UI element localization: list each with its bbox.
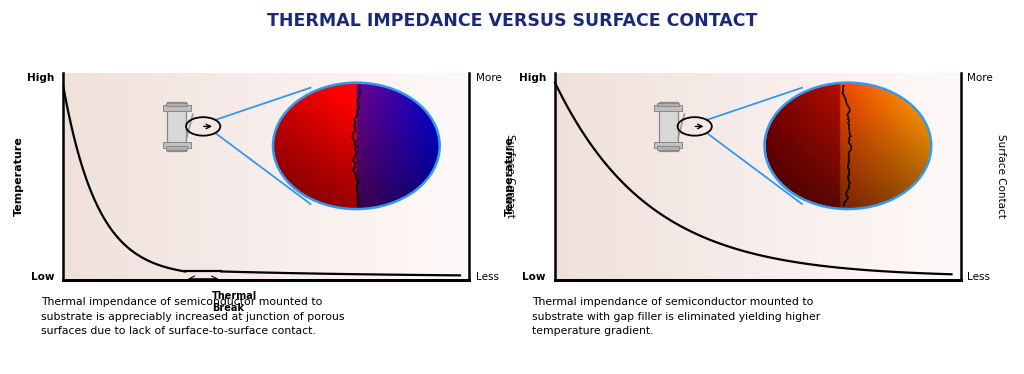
Text: High: High [28, 73, 54, 83]
Text: Low: Low [522, 272, 546, 282]
Text: Thermal impendance of semiconductor mounted to
substrate with gap filler is elim: Thermal impendance of semiconductor moun… [532, 297, 820, 336]
FancyBboxPatch shape [167, 102, 186, 151]
FancyBboxPatch shape [658, 102, 678, 151]
FancyBboxPatch shape [657, 146, 679, 150]
FancyBboxPatch shape [163, 142, 190, 148]
FancyBboxPatch shape [166, 102, 187, 107]
Text: Less: Less [476, 272, 499, 282]
FancyBboxPatch shape [166, 146, 187, 150]
Text: Temperature: Temperature [13, 137, 24, 216]
Text: Less: Less [968, 272, 990, 282]
FancyBboxPatch shape [654, 105, 682, 111]
FancyBboxPatch shape [657, 102, 679, 107]
Text: More: More [476, 73, 502, 83]
Text: THERMAL IMPEDANCE VERSUS SURFACE CONTACT: THERMAL IMPEDANCE VERSUS SURFACE CONTACT [267, 12, 757, 30]
FancyBboxPatch shape [163, 105, 190, 111]
Text: Temperature: Temperature [505, 137, 515, 216]
Text: High: High [519, 73, 546, 83]
Text: More: More [968, 73, 993, 83]
Text: Surface Contact: Surface Contact [996, 134, 1006, 218]
Text: Surface Contact: Surface Contact [505, 134, 514, 218]
Text: Thermal
Break: Thermal Break [212, 291, 257, 313]
FancyBboxPatch shape [654, 142, 682, 148]
Text: Low: Low [31, 272, 54, 282]
Text: Thermal impendance of semiconductor mounted to
substrate is appreciably increase: Thermal impendance of semiconductor moun… [41, 297, 344, 336]
